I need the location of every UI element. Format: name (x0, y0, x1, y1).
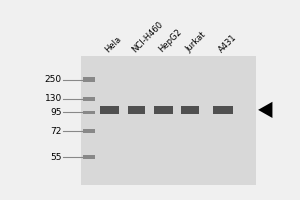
Text: HepG2: HepG2 (157, 28, 184, 54)
Text: 250: 250 (45, 75, 62, 84)
Bar (182, 106, 199, 114)
Text: A431: A431 (217, 33, 239, 54)
Bar (81, 56, 256, 185)
Text: 95: 95 (50, 108, 62, 117)
Bar (100, 106, 119, 114)
Bar (83, 155, 95, 159)
Bar (83, 111, 95, 114)
Text: 72: 72 (50, 127, 62, 136)
Bar (128, 106, 145, 114)
Text: 130: 130 (45, 94, 62, 103)
Bar (83, 77, 95, 82)
Polygon shape (258, 102, 272, 118)
Text: Hela: Hela (103, 34, 123, 54)
Text: 55: 55 (50, 153, 62, 162)
Text: NCI-H460: NCI-H460 (130, 20, 165, 54)
Bar (214, 106, 233, 114)
Bar (83, 129, 95, 133)
Text: Jurkat: Jurkat (184, 31, 208, 54)
Bar (83, 97, 95, 101)
Bar (154, 106, 173, 114)
